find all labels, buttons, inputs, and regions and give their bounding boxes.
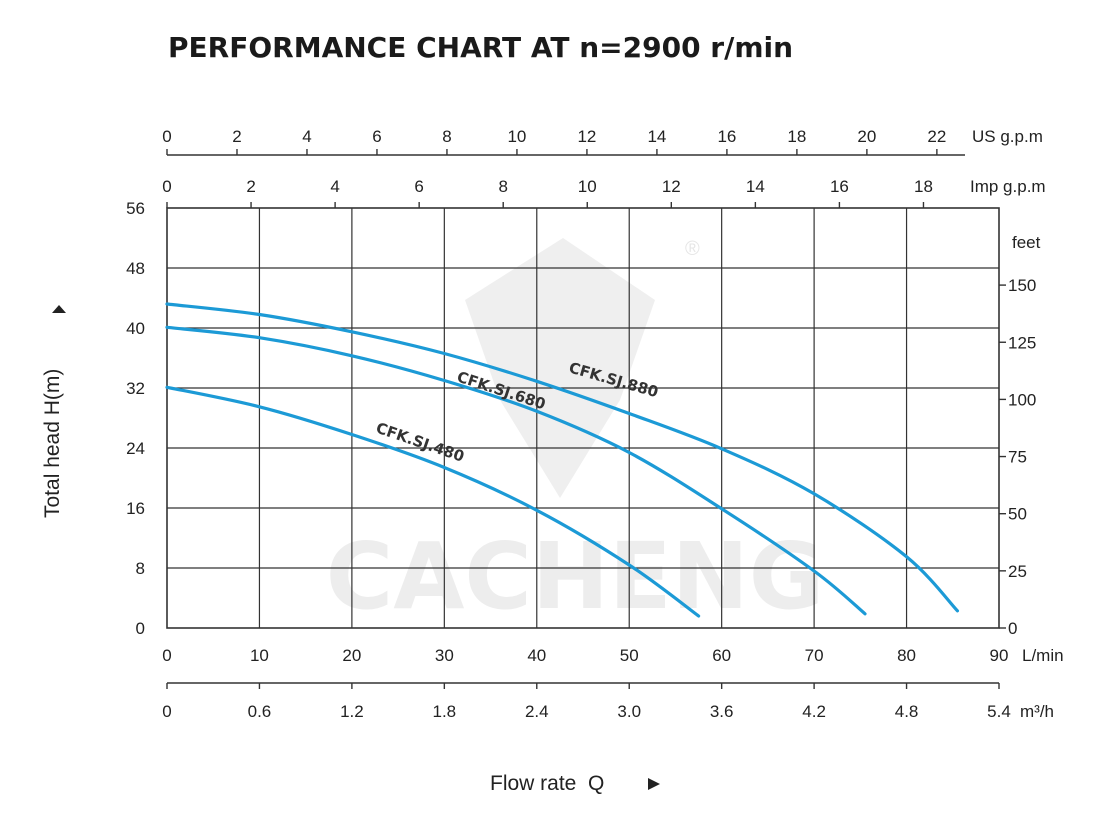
m3h-tick-label: 0.6 [248, 702, 272, 721]
x-tick-label: 80 [897, 646, 916, 665]
x-tick-label: 30 [435, 646, 454, 665]
m3h-tick-label: 0 [162, 702, 171, 721]
x-tick-label: 20 [342, 646, 361, 665]
us-gpm-tick-label: 0 [162, 127, 171, 146]
imp-gpm-tick-label: 8 [498, 177, 507, 196]
feet-tick-label: 100 [1008, 390, 1036, 409]
us-gpm-tick-label: 2 [232, 127, 241, 146]
imp-gpm-tick-label: 10 [578, 177, 597, 196]
x-tick-label: 50 [620, 646, 639, 665]
x-axis-label: Flow rate Q [490, 772, 604, 795]
imp-gpm-tick-label: 0 [162, 177, 171, 196]
feet-tick-label: 0 [1008, 619, 1017, 638]
us-gpm-tick-label: 4 [302, 127, 311, 146]
m3h-tick-label: 3.6 [710, 702, 734, 721]
x-axis-arrow-icon [648, 778, 660, 790]
us-gpm-tick-label: 6 [372, 127, 381, 146]
curve-line [165, 302, 959, 613]
m3h-tick-label: 4.2 [802, 702, 826, 721]
m3h-tick-label: 3.0 [617, 702, 641, 721]
y-tick-label: 16 [126, 499, 145, 518]
x-tick-label: 0 [162, 646, 171, 665]
y-axis-label: Total head H(m) [41, 369, 64, 518]
us-gpm-unit-label: US g.p.m [972, 127, 1043, 146]
x-tick-label: 60 [712, 646, 731, 665]
chart-title: PERFORMANCE CHART AT n=2900 r/min [168, 31, 793, 64]
curve-line [165, 385, 701, 618]
feet-tick-label: 25 [1008, 562, 1027, 581]
m3h-unit-label: m³/h [1020, 702, 1054, 721]
y-tick-label: 56 [126, 199, 145, 218]
imp-gpm-tick-label: 16 [830, 177, 849, 196]
y-tick-label: 48 [126, 259, 145, 278]
y-tick-label: 0 [136, 619, 145, 638]
x-tick-label: 90 [990, 646, 1009, 665]
imp-gpm-tick-label: 4 [330, 177, 339, 196]
m3h-tick-label: 1.2 [340, 702, 364, 721]
imp-gpm-tick-label: 6 [414, 177, 423, 196]
imp-gpm-unit-label: Imp g.p.m [970, 177, 1046, 196]
x-tick-label: 10 [250, 646, 269, 665]
y-tick-label: 32 [126, 379, 145, 398]
us-gpm-tick-label: 12 [577, 127, 596, 146]
us-gpm-tick-label: 10 [507, 127, 526, 146]
us-gpm-tick-label: 20 [857, 127, 876, 146]
imp-gpm-tick-label: 14 [746, 177, 765, 196]
curve-line [165, 325, 867, 616]
plot-frame [166, 207, 1000, 629]
watermark-text: CACHENG [326, 523, 825, 630]
feet-tick-label: 150 [1008, 276, 1036, 295]
m3h-tick-label: 1.8 [433, 702, 457, 721]
imp-gpm-tick-label: 12 [662, 177, 681, 196]
us-gpm-tick-label: 16 [717, 127, 736, 146]
imp-gpm-tick-label: 2 [246, 177, 255, 196]
y-tick-label: 8 [136, 559, 145, 578]
feet-tick-label: 125 [1008, 333, 1036, 352]
x-tick-label: 70 [805, 646, 824, 665]
watermark: CACHENG ® [326, 238, 825, 630]
x-unit-label: L/min [1022, 646, 1064, 665]
feet-tick-label: 50 [1008, 505, 1027, 524]
imp-gpm-tick-label: 18 [914, 177, 933, 196]
y-tick-label: 40 [126, 319, 145, 338]
m3h-tick-label: 2.4 [525, 702, 549, 721]
us-gpm-tick-label: 8 [442, 127, 451, 146]
m3h-tick-label: 5.4 [987, 702, 1011, 721]
x-tick-label: 40 [527, 646, 546, 665]
us-gpm-tick-label: 18 [787, 127, 806, 146]
feet-tick-label: 75 [1008, 448, 1027, 467]
y-axis-arrow-icon [52, 305, 66, 313]
us-gpm-tick-label: 14 [647, 127, 666, 146]
y-tick-label: 24 [126, 439, 145, 458]
us-gpm-tick-label: 22 [927, 127, 946, 146]
watermark-logo [465, 238, 655, 498]
feet-unit-label: feet [1012, 233, 1041, 252]
registered-mark: ® [685, 238, 700, 260]
m3h-tick-label: 4.8 [895, 702, 919, 721]
